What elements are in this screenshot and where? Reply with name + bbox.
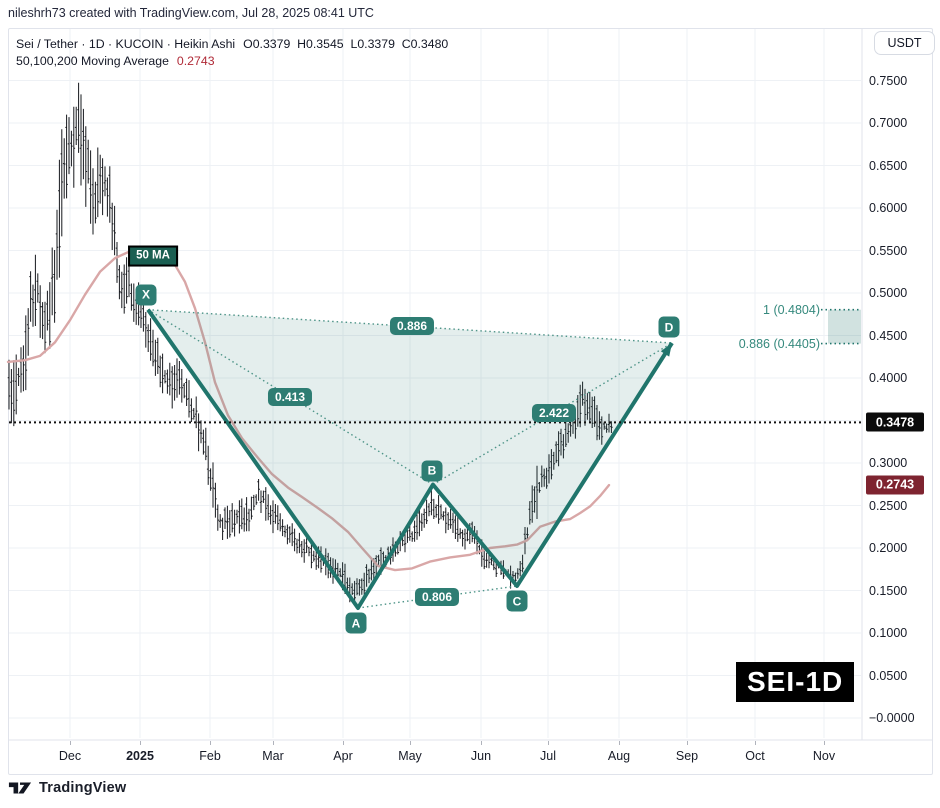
attribution-text: nileshrh73 created with TradingView.com,… xyxy=(8,6,374,20)
indicator-value: 0.2743 xyxy=(176,54,215,68)
ohlc-values: O0.3379 H0.3545 L0.3379 C0.3480 xyxy=(243,37,449,51)
tradingview-logo-text: TradingView xyxy=(39,780,127,796)
symbol-title[interactable]: Sei / Tether · 1D · KUCOIN · Heikin Ashi xyxy=(16,37,236,51)
pattern-drawing[interactable] xyxy=(146,308,674,610)
tradingview-logo-icon xyxy=(8,782,32,794)
currency-toggle-button[interactable]: USDT xyxy=(874,31,935,55)
indicator-title[interactable]: 50,100,200 Moving Average xyxy=(16,54,169,68)
chart-widget xyxy=(8,28,933,775)
chart-watermark: SEI-1D xyxy=(736,662,855,702)
tradingview-attribution-link[interactable]: TradingView xyxy=(8,780,126,796)
legend-row-indicator: 50,100,200 Moving Average 0.2743 xyxy=(16,53,448,70)
ma-line[interactable] xyxy=(6,247,611,572)
legend: Sei / Tether · 1D · KUCOIN · Heikin Ashi… xyxy=(16,36,448,70)
target-zone[interactable] xyxy=(821,308,861,345)
legend-row-symbol: Sei / Tether · 1D · KUCOIN · Heikin Ashi… xyxy=(16,36,448,53)
